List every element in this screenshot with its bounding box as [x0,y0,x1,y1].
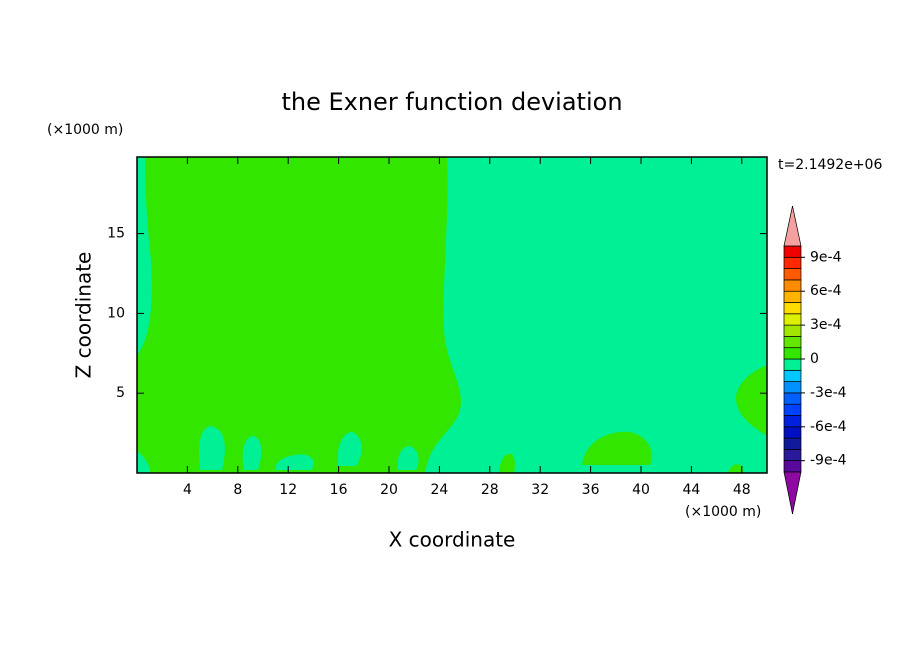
colorbar-box [783,403,802,416]
contour-region [137,157,462,473]
colorbar-box [783,415,802,428]
colorbar-tick-label: -3e-4 [810,385,847,401]
contour-region [582,431,652,465]
y-tick-label: 15 [107,226,125,242]
colorbar-box [783,347,802,360]
colorbar-box [783,256,802,269]
colorbar-over [783,205,802,247]
x-tick-label: 20 [380,482,398,498]
colorbar-box [783,336,802,349]
time-label: t=2.1492e+06 [778,157,882,173]
contour-region [397,446,419,470]
x-tick-label: 32 [531,482,549,498]
contour-region [499,453,515,473]
contour-region [728,464,744,473]
x-tick-label: 48 [733,482,751,498]
colorbar-under [783,471,802,515]
x-tick-label: 8 [233,482,242,498]
contour-region [242,436,262,470]
colorbar-tick-label: -6e-4 [810,419,847,435]
colorbar-box [783,324,802,337]
x-tick-label: 4 [183,482,192,498]
colorbar-box [783,290,802,303]
colorbar-box [783,369,802,382]
contour-region [199,426,225,470]
colorbar-box [783,381,802,394]
x-tick-label: 28 [481,482,499,498]
colorbar-box [783,313,802,326]
colorbar-tick-label: 9e-4 [810,249,842,265]
x-tick-label: 24 [430,482,448,498]
y-unit: (×1000 m) [47,122,123,138]
contour-region [337,432,362,466]
colorbar-box [783,358,802,371]
colorbar-box [783,268,802,281]
contour-region [735,365,767,436]
colorbar-tick-label: 0 [810,351,819,367]
x-tick-label: 36 [582,482,600,498]
x-tick-label: 44 [682,482,700,498]
x-axis-label: X coordinate [389,528,516,552]
plot-frame [136,156,768,474]
colorbar-box [783,460,802,473]
colorbar-box [783,449,802,462]
x-unit: (×1000 m) [685,504,761,520]
colorbar-tick-label: 6e-4 [810,283,842,299]
y-tick-label: 10 [107,305,125,321]
contour-field [137,157,767,473]
colorbar-box [783,426,802,439]
chart-title: the Exner function deviation [281,88,622,116]
colorbar-box [783,437,802,450]
y-tick-label: 5 [116,385,125,401]
colorbar-box [783,302,802,315]
x-tick-label: 40 [632,482,650,498]
x-tick-label: 12 [279,482,297,498]
colorbar-tick-label: -9e-4 [810,453,847,469]
colorbar-box [783,245,802,258]
colorbar-box [783,279,802,292]
y-axis-label: Z coordinate [72,252,96,379]
colorbar-tick-label: 3e-4 [810,317,842,333]
colorbar-box [783,392,802,405]
contour-region [275,454,314,470]
x-tick-label: 16 [330,482,348,498]
